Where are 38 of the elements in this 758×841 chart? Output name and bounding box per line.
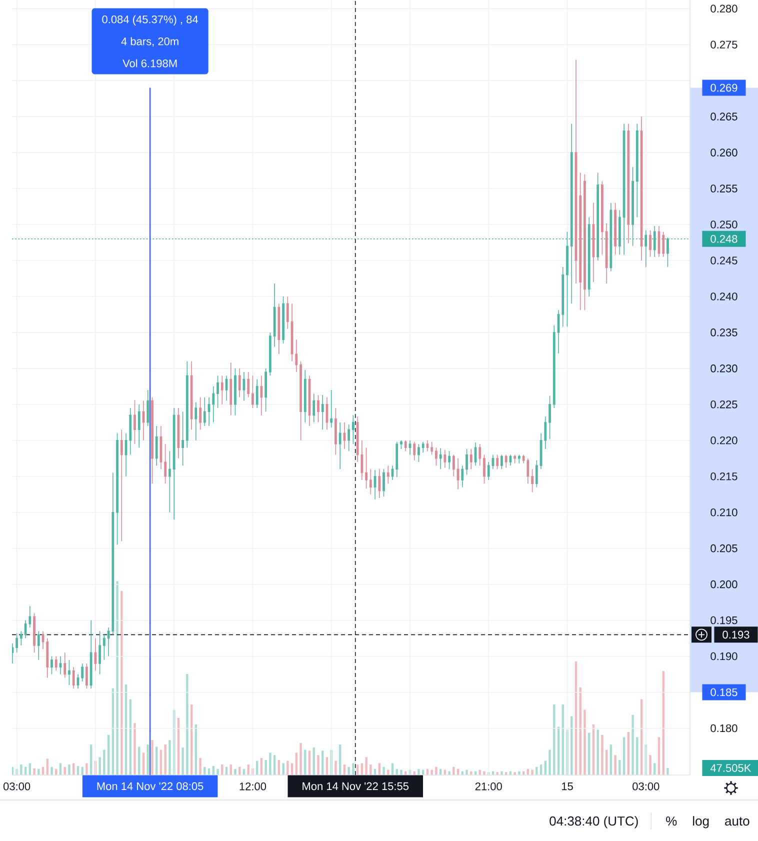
x-tick-label: 03:00 <box>632 782 660 790</box>
y-tick-label: 0.210 <box>710 508 738 516</box>
y-tick-label: 0.195 <box>710 616 738 624</box>
text: 04:38:40 (UTC) <box>550 816 638 828</box>
y-tick-label: 0.250 <box>710 220 738 228</box>
y-tick-label: 0.260 <box>710 148 738 156</box>
text: auto <box>725 817 750 826</box>
y-tick-label: 0.225 <box>710 400 738 408</box>
ref-line-label: 0.193 <box>722 630 750 639</box>
y-tick-label: 0.190 <box>710 652 738 660</box>
text: 47.505K <box>710 764 752 772</box>
y-tick-label: 0.230 <box>710 364 738 372</box>
y-tick-label: 0.265 <box>710 112 738 120</box>
x-tick-label: 03:00 <box>3 782 30 790</box>
x-tick-label: 21:00 <box>475 782 502 790</box>
ref-line-label: 0.248 <box>710 234 738 243</box>
text: % <box>666 816 677 826</box>
y-tick-label: 0.180 <box>710 724 738 732</box>
x-tick-label: 12:00 <box>240 782 266 790</box>
y-tick-label: 0.240 <box>710 292 738 300</box>
annotation: 4 bars, 20m <box>121 37 178 47</box>
ref-line-label: Mon 14 Nov '22 08:05 <box>97 782 204 790</box>
annotation: 0.084 (45.37%) , 84 <box>102 15 198 26</box>
y-tick-label: 0.235 <box>710 328 738 336</box>
y2-tick-label: 0.185 <box>710 688 738 696</box>
annotation: Vol 6.198M <box>122 59 177 68</box>
y2-tick-label: 0.269 <box>710 84 738 92</box>
y-tick-label: 0.205 <box>710 544 738 552</box>
ref-line-label: Mon 14 Nov '22 15:55 <box>302 782 409 790</box>
y-tick-label: 0.255 <box>710 184 738 192</box>
y-tick-label: 0.220 <box>710 436 738 444</box>
y-tick-label: 0.245 <box>710 256 738 264</box>
y-tick-label: 0.280 <box>710 4 738 13</box>
y-tick-label: 0.215 <box>710 472 738 480</box>
y-tick-label: 0.200 <box>710 580 738 588</box>
text: log <box>693 816 709 828</box>
x-tick-label: 15 <box>562 782 573 790</box>
y-tick-label: 0.275 <box>710 40 738 48</box>
